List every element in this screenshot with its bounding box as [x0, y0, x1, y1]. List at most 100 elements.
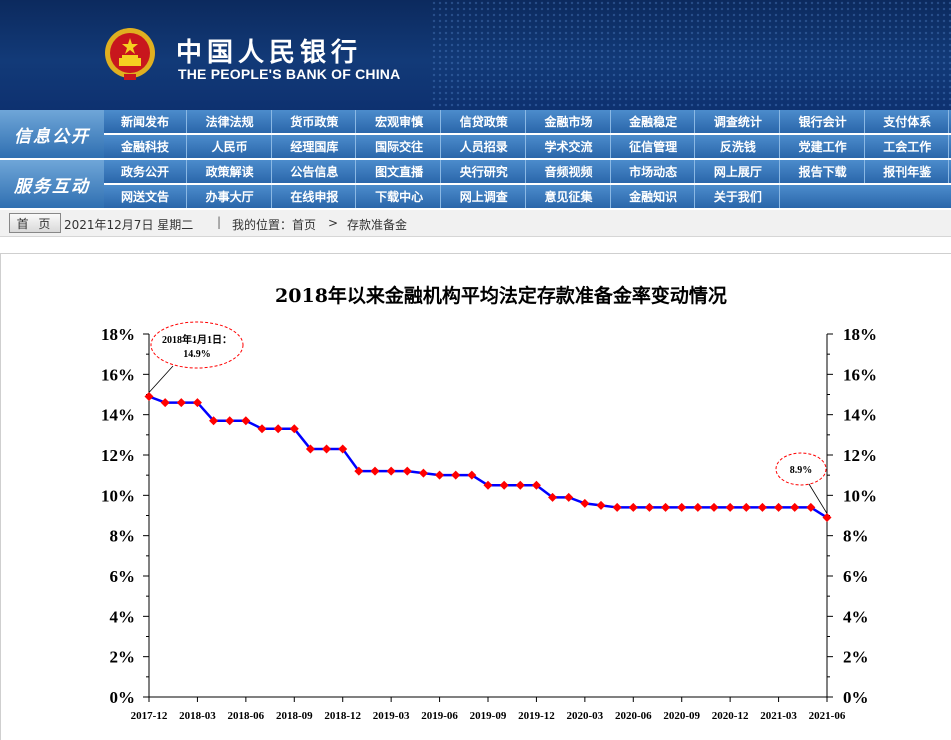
nav-item[interactable]: 公告信息 [273, 160, 357, 183]
annotation-label: 2018年1月1日： [162, 333, 232, 346]
y-tick-label-left: 14% [101, 406, 135, 425]
nav-item[interactable]: 央行研究 [443, 160, 526, 183]
data-point-marker [483, 480, 493, 490]
nav-item[interactable]: 金融知识 [612, 185, 696, 208]
data-point-marker [435, 470, 445, 480]
nav-row: 新闻发布 法律法规 货币政策 宏观审慎 信贷政策 金融市场 金融稳定 调查统计 银行会计 支付体系 [104, 110, 951, 133]
nav-item[interactable]: 政务公开 [104, 160, 187, 183]
main-navigation: 信息公开 新闻发布 法律法规 货币政策 宏观审慎 信贷政策 金融市场 金融稳定 调查统计 银行会… [0, 110, 951, 210]
data-point-marker [192, 398, 202, 408]
data-point-marker [322, 444, 332, 454]
data-point-marker [176, 398, 186, 408]
data-point-marker [209, 416, 219, 426]
nav-item[interactable]: 音频视频 [528, 160, 611, 183]
nav-item[interactable]: 办事大厅 [189, 185, 272, 208]
data-point-marker [580, 498, 590, 508]
nav-item[interactable]: 人民币 [189, 135, 272, 158]
data-point-marker [709, 502, 719, 512]
nav-item[interactable]: 调查统计 [697, 110, 780, 133]
x-tick-label: 2019-06 [421, 710, 458, 722]
breadcrumb-location[interactable]: 我的位置：首页 [232, 218, 317, 232]
data-point-marker [418, 468, 428, 478]
nav-item[interactable]: 关于我们 [697, 185, 780, 208]
annotation-ellipse [775, 452, 827, 486]
data-point-marker [628, 502, 638, 512]
nav-item[interactable]: 法律法规 [189, 110, 272, 133]
data-point-marker [661, 502, 671, 512]
data-point-marker [596, 500, 606, 510]
reserve-ratio-chart: 2018年以来金融机构平均法定存款准备金率变动情况 0% 0% 2% 2% 4% 4% 6%… [101, 284, 877, 722]
data-point-marker [467, 470, 477, 480]
y-tick-label-right: 14% [843, 406, 877, 425]
data-point-marker [273, 424, 283, 434]
nav-section-info: 信息公开 新闻发布 法律法规 货币政策 宏观审慎 信贷政策 金融市场 金融稳定 调查统计 银行会… [0, 110, 951, 160]
nav-section-info-label: 信息公开 [0, 110, 104, 158]
nav-item[interactable]: 金融科技 [104, 135, 187, 158]
data-point-marker [757, 502, 767, 512]
y-tick-label-left: 8% [110, 527, 136, 546]
nav-item[interactable]: 经理国库 [273, 135, 357, 158]
data-point-marker [531, 480, 541, 490]
data-point-marker [515, 480, 525, 490]
nav-item[interactable]: 征信管理 [612, 135, 696, 158]
nav-item[interactable]: 网送文告 [104, 185, 187, 208]
nav-item[interactable]: 网上展厅 [697, 160, 780, 183]
data-point-marker [289, 424, 299, 434]
bank-name-english[interactable]: THE PEOPLE'S BANK OF CHINA [178, 66, 401, 82]
nav-item[interactable]: 人员招录 [443, 135, 526, 158]
home-button[interactable]: 首 页 [9, 213, 61, 233]
nav-item[interactable]: 市场动态 [612, 160, 696, 183]
nav-item[interactable]: 下载中心 [358, 185, 442, 208]
nav-item[interactable]: 新闻发布 [104, 110, 187, 133]
nav-item[interactable]: 网上调查 [443, 185, 526, 208]
nav-item[interactable]: 报刊年鉴 [866, 160, 950, 183]
nav-item[interactable]: 宏观审慎 [358, 110, 442, 133]
nav-item[interactable]: 金融稳定 [612, 110, 696, 133]
y-tick-label-right: 18% [843, 325, 877, 344]
x-tick-label: 2020-03 [567, 710, 604, 722]
y-tick-label-right: 10% [843, 486, 877, 505]
nav-item[interactable]: 银行会计 [782, 110, 865, 133]
annotation-label: 8.9% [790, 465, 813, 476]
nav-item[interactable]: 学术交流 [528, 135, 611, 158]
x-tick-label: 2018-12 [324, 710, 361, 722]
nav-item[interactable]: 在线申报 [273, 185, 357, 208]
data-point-marker [612, 502, 622, 512]
annotation-leader [808, 483, 828, 514]
data-point-marker [548, 492, 558, 502]
nav-item[interactable]: 货币政策 [273, 110, 357, 133]
nav-item[interactable]: 报告下载 [782, 160, 865, 183]
nav-item[interactable]: 支付体系 [866, 110, 950, 133]
x-tick-label: 2018-06 [228, 710, 265, 722]
nav-item[interactable]: 国际交往 [358, 135, 442, 158]
nav-item[interactable]: 政策解读 [189, 160, 272, 183]
data-point-marker [354, 466, 364, 476]
x-tick-label: 2020-06 [615, 710, 652, 722]
annotation-label: 14.9% [183, 349, 211, 360]
chart-panel: 2018年以来金融机构平均法定存款准备金率变动情况 0% 0% 2% 2% 4% 4% 6%… [0, 253, 951, 740]
nav-item[interactable]: 意见征集 [528, 185, 611, 208]
data-point-marker [160, 398, 170, 408]
y-tick-label-right: 8% [843, 527, 869, 546]
nav-item[interactable]: 反洗钱 [697, 135, 780, 158]
bank-name-chinese[interactable]: 中国人民银行 [176, 38, 363, 68]
nav-item[interactable]: 图文直播 [358, 160, 442, 183]
nav-row: 网送文告 办事大厅 在线申报 下载中心 网上调查 意见征集 金融知识 关于我们 [104, 185, 951, 208]
breadcrumb-current-page[interactable]: 存款准备金 [347, 218, 408, 232]
data-point-marker [677, 502, 687, 512]
data-point-marker [305, 444, 315, 454]
y-tick-label-left: 4% [110, 607, 136, 626]
x-tick-label: 2020-12 [712, 710, 749, 722]
data-point-marker [822, 513, 832, 523]
data-point-marker [564, 492, 574, 502]
nav-item[interactable]: 金融市场 [528, 110, 611, 133]
data-point-marker [338, 444, 348, 454]
nav-row: 政务公开 政策解读 公告信息 图文直播 央行研究 音频视频 市场动态 网上展厅 报告下载 报刊年鉴 [104, 160, 951, 183]
x-tick-label: 2021-06 [809, 710, 846, 722]
nav-item[interactable]: 工会工作 [866, 135, 950, 158]
chart-title: 2018年以来金融机构平均法定存款准备金率变动情况 [275, 284, 727, 307]
nav-row: 金融科技 人民币 经理国库 国际交往 人员招录 学术交流 征信管理 反洗钱 党建工作 工会工作 [104, 135, 951, 158]
nav-item[interactable]: 信贷政策 [443, 110, 526, 133]
nav-section-service: 服务互动 政务公开 政策解读 公告信息 图文直播 央行研究 音频视频 市场动态 网上展厅 报告下… [0, 160, 951, 210]
nav-item[interactable]: 党建工作 [782, 135, 865, 158]
